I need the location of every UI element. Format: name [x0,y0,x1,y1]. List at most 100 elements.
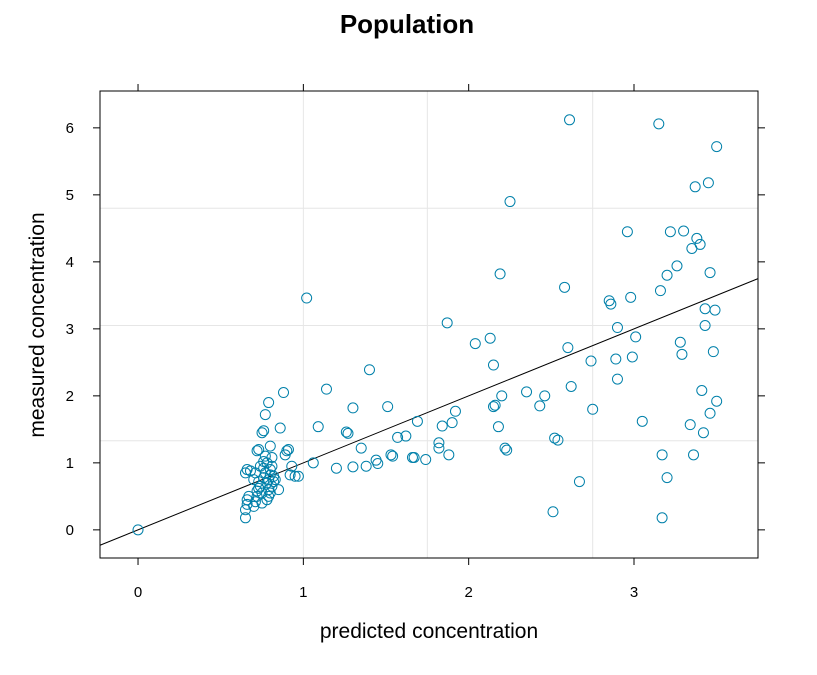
data-point [585,355,597,367]
data-point [694,238,706,250]
data-point [278,387,290,399]
data-point [621,226,633,238]
data-point [269,474,281,486]
data-point [266,451,278,463]
data-point [263,397,275,409]
data-point [259,450,271,462]
data-points [132,114,723,536]
data-point [241,498,253,510]
data-point [661,472,673,484]
data-point [709,304,721,316]
data-point [340,426,352,438]
identity-line-layer [99,278,759,546]
data-point [307,457,319,469]
data-point [382,401,394,413]
data-point [691,232,703,244]
data-point [492,421,504,433]
data-point [433,437,445,449]
data-point [433,442,445,454]
data-point [258,462,270,474]
data-point [504,196,516,208]
data-point [699,303,711,315]
data-point [284,469,296,481]
x-tick-label: 3 [630,584,638,601]
data-point [355,442,367,454]
data-point [549,432,561,444]
data-point [704,267,716,279]
plot-frame [99,90,759,559]
data-point [312,421,324,433]
y-tick-label: 6 [66,120,74,137]
data-point [671,260,683,272]
data-point [392,431,404,443]
data-point [449,405,461,417]
data-point [704,407,716,419]
data-point [487,401,499,413]
data-point [469,338,481,350]
x-tick-label: 2 [465,584,473,601]
data-point [547,506,559,518]
y-tick-label: 4 [66,254,74,271]
data-point [289,470,301,482]
y-tick-label: 0 [66,522,74,539]
data-point [605,298,617,310]
data-point [559,281,571,293]
data-point [696,384,708,396]
data-point [573,476,585,488]
data-point [562,342,574,354]
data-point [292,470,304,482]
data-point [521,386,533,398]
y-tick-label: 2 [66,388,74,405]
data-point [664,226,676,238]
data-point [636,415,648,427]
data-point [564,114,576,126]
data-point [487,359,499,371]
data-point [281,445,293,457]
data-point [274,422,286,434]
data-point [653,118,665,130]
data-point [372,458,384,470]
data-point [436,420,448,432]
data-point [251,445,263,457]
data-point [630,331,642,343]
reference-line [99,278,759,546]
data-point [661,269,673,281]
data-point [239,512,251,524]
data-point [441,317,453,329]
data-point [320,383,332,395]
data-point [264,440,276,452]
data-point [301,292,313,304]
data-point [565,380,577,392]
data-point [400,430,412,442]
data-point [674,336,686,348]
data-point [347,461,359,473]
data-point [707,346,719,358]
data-point [446,417,458,429]
data-point [248,474,260,486]
data-point [420,454,432,466]
data-point [385,449,397,461]
y-axis-ticks: 0 1 2 3 4 5 6 [66,120,765,539]
data-point [330,462,342,474]
data-point [711,141,723,153]
y-tick-label: 1 [66,455,74,472]
chart-title: Population [340,9,474,39]
data-point [132,524,144,536]
x-axis-ticks: 0 1 2 3 [134,84,638,601]
data-point [259,409,271,421]
x-tick-label: 1 [299,584,307,601]
data-point [688,449,700,461]
data-point [656,512,668,524]
y-tick-label: 3 [66,321,74,338]
data-point [702,177,714,189]
grid-lines [100,91,758,558]
data-point [711,395,723,407]
data-point [676,348,688,360]
data-point [258,425,270,437]
data-point [499,442,511,454]
data-point [552,434,564,446]
data-point [342,427,354,439]
data-point [611,373,623,385]
